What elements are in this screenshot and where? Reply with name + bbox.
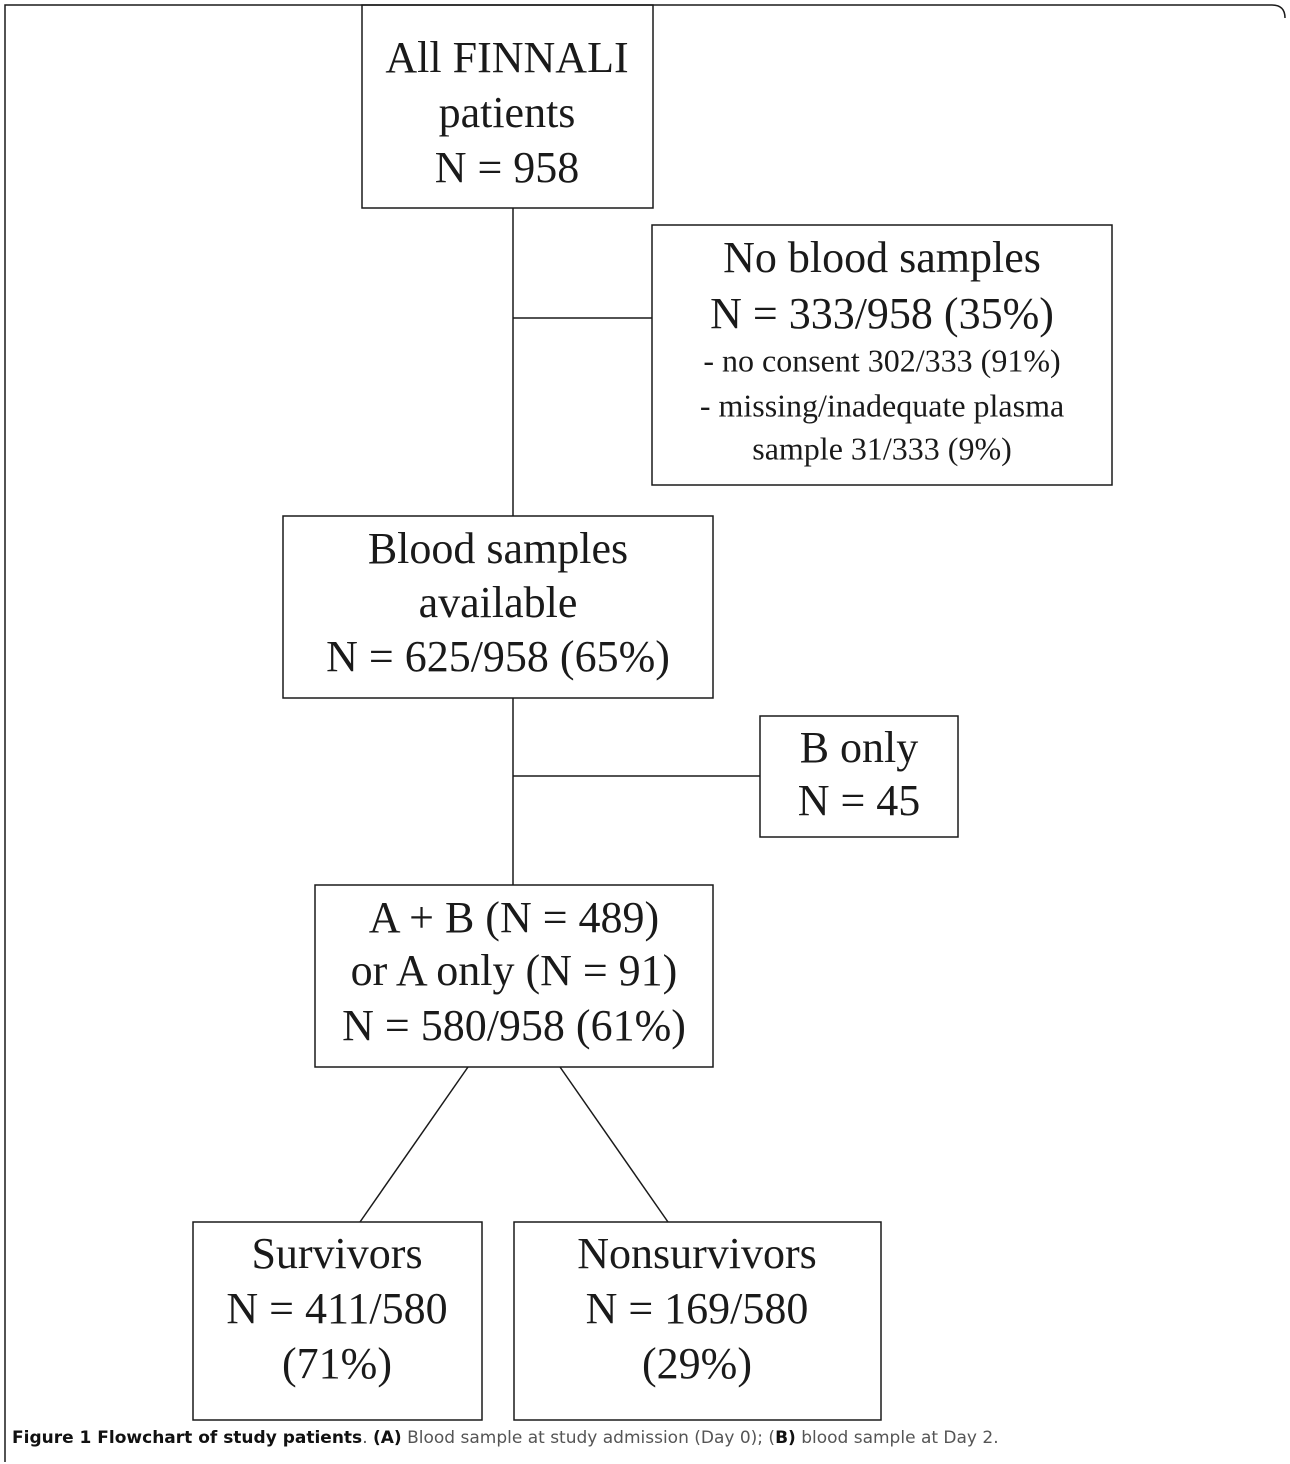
caption-part: (A) <box>373 1428 402 1448</box>
node-text: No blood samples <box>723 233 1041 282</box>
node-box <box>361 4 654 209</box>
node-text: available <box>419 578 578 627</box>
caption-part: Figure 1 Flowchart of study patients <box>12 1428 363 1448</box>
node-text: N = 169/580 <box>586 1284 809 1333</box>
node-text: Blood samples <box>368 524 628 573</box>
node-box <box>651 224 1113 486</box>
caption-part: . <box>362 1428 373 1448</box>
node-text: N = 411/580 <box>226 1284 447 1333</box>
node-text: (71%) <box>282 1339 392 1388</box>
connector <box>559 1066 669 1223</box>
node-text: - no consent 302/333 (91%) <box>703 342 1060 378</box>
node-box <box>513 1221 882 1421</box>
node-box <box>192 1221 483 1421</box>
node-text: N = 333/958 (35%) <box>710 289 1054 338</box>
node-text: (29%) <box>642 1339 752 1388</box>
node-text: sample 31/333 (9%) <box>752 430 1012 466</box>
node-text: A + B (N = 489) <box>369 893 659 942</box>
node-text: N = 958 <box>435 143 580 192</box>
node-text: or A only (N = 91) <box>351 946 678 995</box>
frame <box>4 4 1286 1462</box>
node-text: N = 625/958 (65%) <box>326 632 670 681</box>
caption: Figure 1 Flowchart of study patients. (A… <box>12 1428 999 1448</box>
caption-part: Blood sample at study admission (Day 0);… <box>401 1428 776 1448</box>
node-box <box>759 715 959 838</box>
node-box <box>282 515 714 699</box>
node-text: - missing/inadequate plasma <box>700 387 1064 423</box>
node-text: patients <box>439 88 576 137</box>
node-text: Nonsurvivors <box>577 1229 817 1278</box>
node-box <box>314 884 714 1068</box>
connector <box>359 1066 469 1223</box>
node-text: N = 580/958 (61%) <box>342 1001 686 1050</box>
caption-part: blood sample at Day 2. <box>795 1428 999 1448</box>
node-text: N = 45 <box>798 776 921 825</box>
node-text: Survivors <box>251 1229 422 1278</box>
node-text: All FINNALI <box>385 33 628 82</box>
node-text: B only <box>800 723 919 772</box>
caption-part: B) <box>775 1428 796 1448</box>
